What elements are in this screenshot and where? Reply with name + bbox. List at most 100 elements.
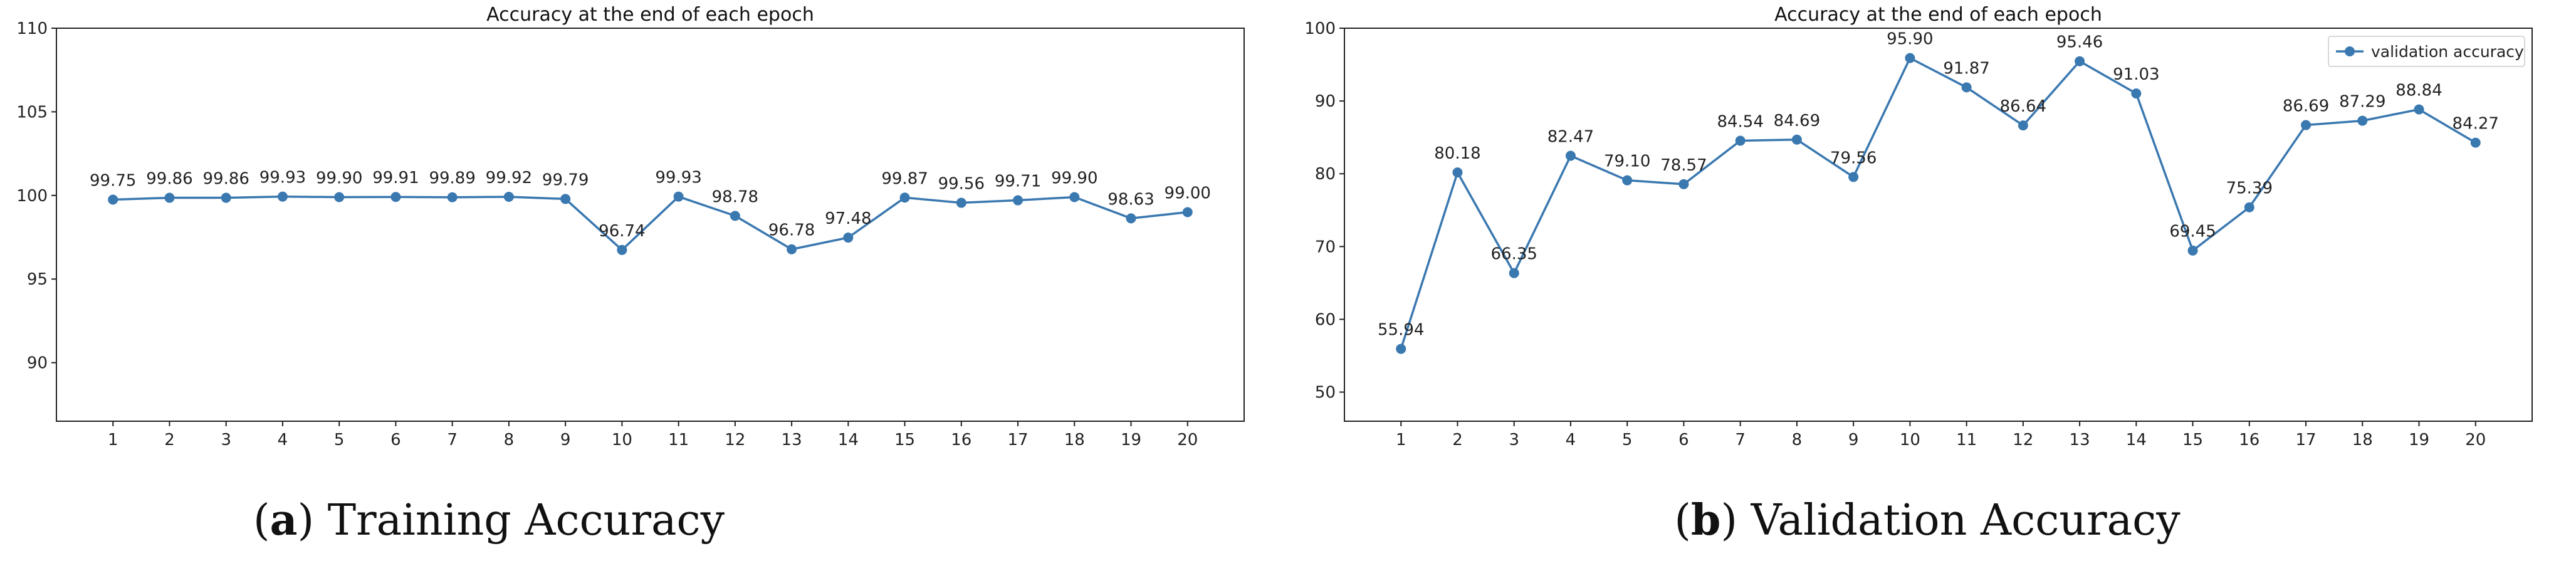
data-label: 99.93 [259, 169, 306, 187]
series-line [113, 195, 1188, 252]
data-point [899, 192, 910, 203]
data-point [843, 233, 854, 243]
data-label: 99.71 [995, 172, 1041, 191]
data-label: 99.90 [316, 169, 362, 187]
data-label: 79.56 [1830, 149, 1877, 167]
data-label: 84.69 [1774, 112, 1820, 130]
data-point [730, 211, 740, 221]
data-point [2301, 120, 2312, 130]
data-label: 99.91 [372, 169, 419, 187]
data-point [2470, 137, 2481, 148]
x-tick-label: 5 [1622, 431, 1633, 449]
x-tick-label: 1 [1396, 431, 1406, 449]
x-tick-label: 11 [1956, 431, 1977, 449]
x-tick-label: 8 [504, 431, 515, 449]
y-tick-label: 100 [16, 187, 48, 206]
data-point [2075, 56, 2085, 66]
data-label: 91.87 [1943, 59, 1989, 78]
data-label: 84.27 [2453, 115, 2499, 134]
y-tick-label: 50 [1315, 384, 1336, 402]
data-label: 99.86 [146, 170, 192, 189]
caption-validation: (b) Validation Accuracy [1674, 495, 2181, 545]
data-point [1678, 179, 1689, 189]
data-label: 66.35 [1490, 245, 1537, 264]
x-tick-label: 9 [1848, 431, 1859, 449]
y-tick-label: 105 [16, 103, 48, 122]
data-point [1622, 175, 1633, 186]
data-point [1735, 135, 1746, 146]
data-label: 99.75 [90, 171, 136, 190]
data-label: 87.29 [2339, 93, 2385, 112]
x-tick-label: 13 [782, 431, 802, 449]
x-tick-label: 2 [164, 431, 175, 449]
legend-label: validation accuracy [2371, 43, 2524, 61]
y-tick-label: 90 [27, 354, 48, 373]
y-tick-label: 95 [27, 270, 48, 289]
data-label: 98.78 [712, 187, 758, 206]
x-tick-label: 17 [1008, 431, 1029, 449]
series-line [1400, 56, 2476, 350]
data-point [673, 191, 684, 202]
data-label: 99.89 [429, 169, 475, 188]
data-label: 95.90 [1887, 30, 1933, 49]
data-label: 80.18 [1434, 144, 1480, 163]
caption-training: (a) Training Accuracy [253, 495, 725, 545]
x-tick-label: 10 [612, 431, 632, 449]
data-label: 99.00 [1165, 184, 1211, 202]
plot-frame [1344, 28, 2533, 422]
y-tick-label: 110 [16, 19, 48, 38]
x-tick-label: 8 [1792, 431, 1803, 449]
x-tick-label: 14 [2126, 431, 2147, 449]
data-point [2131, 88, 2142, 99]
data-label: 99.87 [881, 169, 928, 188]
x-tick-label: 4 [278, 431, 288, 449]
data-point [2187, 245, 2198, 256]
x-tick-label: 16 [951, 431, 971, 449]
x-tick-label: 14 [838, 431, 859, 449]
data-point [1565, 150, 1576, 161]
data-point [2018, 120, 2028, 131]
data-point [1905, 53, 1915, 63]
x-tick-label: 10 [1900, 431, 1920, 449]
caption-text: Validation Accuracy [1751, 496, 2181, 545]
plot-frame [56, 28, 1245, 422]
data-point [164, 192, 175, 203]
data-point [277, 191, 288, 202]
data-point [1182, 207, 1193, 217]
data-point [1791, 134, 1802, 145]
data-label: 88.84 [2395, 81, 2442, 100]
data-label: 84.54 [1717, 113, 1763, 132]
data-label: 99.90 [1051, 169, 1097, 187]
chart-title: Accuracy at the end of each epoch [1774, 4, 2102, 26]
x-tick-label: 9 [560, 431, 571, 449]
data-label: 86.64 [2000, 97, 2046, 116]
data-label: 79.10 [1604, 152, 1650, 171]
x-tick-label: 18 [1064, 431, 1085, 449]
x-tick-label: 16 [2239, 431, 2259, 449]
data-label: 99.92 [486, 169, 532, 187]
data-point [1848, 172, 1859, 182]
data-point [108, 194, 118, 205]
data-label: 69.45 [2169, 223, 2216, 241]
x-tick-label: 7 [447, 431, 458, 449]
x-tick-label: 6 [1678, 431, 1689, 449]
data-label: 55.94 [1378, 321, 1424, 340]
x-tick-label: 1 [108, 431, 118, 449]
y-tick-label: 60 [1315, 310, 1336, 329]
x-tick-label: 17 [2296, 431, 2317, 449]
data-label: 78.57 [1660, 156, 1707, 175]
legend-marker [2345, 46, 2355, 56]
data-label: 86.69 [2283, 97, 2329, 116]
x-tick-label: 12 [725, 431, 745, 449]
data-label: 96.78 [768, 221, 815, 240]
y-tick-label: 70 [1315, 238, 1336, 256]
y-tick-label: 90 [1315, 92, 1336, 111]
training-accuracy-chart: Accuracy at the end of each epoch9095100… [16, 4, 1245, 449]
x-tick-label: 12 [2013, 431, 2033, 449]
caption-letter: b [1690, 495, 1721, 545]
x-tick-label: 19 [2409, 431, 2429, 449]
y-tick-label: 80 [1315, 165, 1336, 184]
data-point [221, 192, 231, 203]
data-label: 99.86 [202, 170, 249, 189]
data-point [956, 197, 966, 208]
